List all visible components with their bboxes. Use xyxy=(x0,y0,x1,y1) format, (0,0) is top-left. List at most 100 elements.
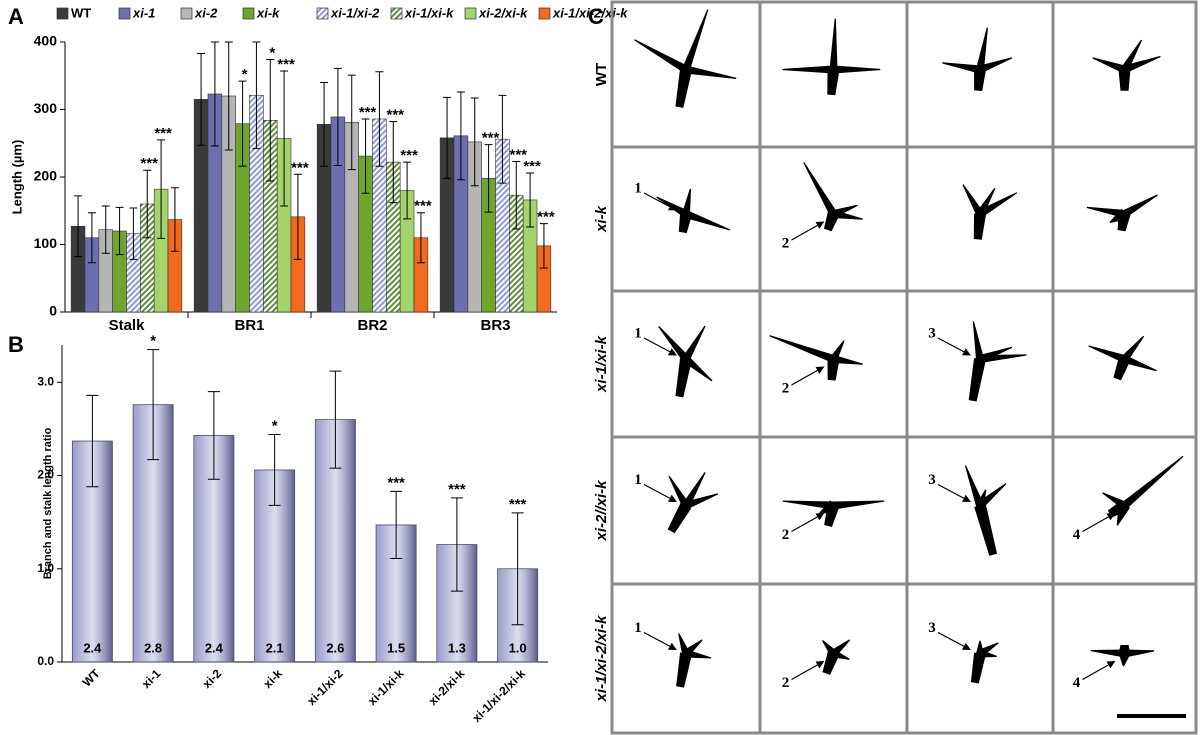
trichome-branch xyxy=(676,652,692,688)
legend-swatch xyxy=(316,7,329,20)
error-bar xyxy=(129,207,138,260)
callout-arrow xyxy=(791,221,825,241)
trichome-branch xyxy=(942,62,981,74)
y-tick-label: 200 xyxy=(34,168,58,184)
x-tick-label: WT xyxy=(80,666,104,690)
callout-arrow xyxy=(791,660,825,681)
callout-arrow xyxy=(937,631,971,651)
trichome-branch xyxy=(1121,39,1143,72)
trichome-silhouette xyxy=(1092,39,1161,91)
trichome-branch xyxy=(634,39,688,73)
x-tick-label: BR2 xyxy=(357,317,387,334)
error-bar xyxy=(238,80,247,167)
significance-label: *** xyxy=(448,481,466,498)
x-tick-label: xi-k xyxy=(260,666,285,691)
y-tick-label: 300 xyxy=(34,100,58,116)
trichome-silhouette xyxy=(658,325,713,398)
y-tick-label: 1.0 xyxy=(37,561,54,575)
trichome-branch xyxy=(769,335,835,363)
trichome-silhouette xyxy=(667,472,719,534)
x-tick-label: xi-1 xyxy=(139,666,164,691)
x-tick-label: xi-1/xi-k xyxy=(365,666,407,708)
significance-label: *** xyxy=(482,130,500,147)
callout-number: 4 xyxy=(1073,675,1081,691)
trichome-branch xyxy=(827,358,840,381)
trichome-branch xyxy=(1123,55,1161,74)
x-tick-label: xi-2 xyxy=(200,666,225,691)
callout-number: 3 xyxy=(928,472,936,488)
trichome-branch xyxy=(684,493,719,510)
trichome-branch xyxy=(1121,455,1184,509)
legend-swatch xyxy=(464,7,477,20)
trichome-branch xyxy=(682,472,706,508)
y-axis-label: Branch and stalk length ratio xyxy=(42,427,54,579)
error-bar xyxy=(147,349,160,461)
trichome-branch xyxy=(964,465,984,507)
significance-label: *** xyxy=(537,209,555,226)
legend-swatch xyxy=(242,7,255,20)
row-label: xi-1/xi-2/xi-k xyxy=(593,615,610,703)
significance-label: *** xyxy=(359,104,377,121)
significance-label: *** xyxy=(154,125,172,142)
legend-label: xi-1/xi-2 xyxy=(330,5,380,20)
trichome-branch xyxy=(675,68,692,108)
significance-label: *** xyxy=(509,146,527,163)
error-bar xyxy=(266,59,275,182)
legend-label: xi-k xyxy=(256,5,280,20)
trichome-silhouette xyxy=(1090,645,1155,667)
trichome-silhouette xyxy=(634,9,737,108)
panel-frame xyxy=(610,0,1198,735)
callout-arrow xyxy=(643,337,677,356)
x-tick-label: xi-1/xi-2 xyxy=(304,666,346,708)
error-bar xyxy=(450,497,463,592)
error-bar xyxy=(347,74,356,171)
trichome-silhouette xyxy=(822,639,851,675)
error-bar xyxy=(268,434,281,506)
error-bar xyxy=(512,160,521,230)
legend-label: xi-2 xyxy=(194,5,218,20)
error-bar xyxy=(101,205,110,254)
value-label: 2.1 xyxy=(266,640,284,655)
legend-swatch xyxy=(118,7,131,20)
value-label: 2.4 xyxy=(205,640,224,655)
trichome-branch xyxy=(782,500,834,510)
callout-number: 2 xyxy=(782,675,790,691)
legend-label: WT xyxy=(71,5,91,20)
error-bar xyxy=(293,173,302,260)
significance-label: * xyxy=(269,45,275,62)
significance-label: *** xyxy=(386,107,404,124)
error-bar xyxy=(333,67,342,167)
callout-arrow xyxy=(791,366,825,386)
significance-label: *** xyxy=(523,158,541,175)
value-label: 2.4 xyxy=(83,640,102,655)
callout-arrow xyxy=(1082,660,1116,681)
error-bar xyxy=(470,97,479,187)
trichome-branch xyxy=(667,502,692,534)
callout-arrow xyxy=(1082,512,1116,533)
error-bar xyxy=(170,187,179,252)
x-tick-label: BR1 xyxy=(234,317,264,334)
error-bar xyxy=(456,91,465,181)
error-bar xyxy=(207,391,220,480)
value-label: 1.0 xyxy=(509,640,527,655)
callout-arrow xyxy=(643,631,677,651)
trichome-branch xyxy=(1118,652,1131,667)
trichome-branch xyxy=(1121,335,1145,362)
trichome-silhouette xyxy=(782,500,885,528)
value-label: 1.3 xyxy=(448,640,466,655)
error-bar xyxy=(443,96,452,179)
error-bar xyxy=(416,212,425,264)
y-tick-label: 3.0 xyxy=(37,374,54,388)
trichome-branch xyxy=(824,503,840,528)
error-bar xyxy=(252,41,261,150)
error-bar xyxy=(511,512,524,626)
callout-number: 1 xyxy=(634,180,642,196)
x-tick-label: xi-1/xi-2/xi-k xyxy=(470,666,529,725)
value-label: 2.8 xyxy=(144,640,162,655)
significance-label: *** xyxy=(509,496,527,513)
legend-label: xi-1 xyxy=(132,5,155,20)
trichome-silhouette xyxy=(803,162,863,232)
error-bar xyxy=(143,169,152,239)
